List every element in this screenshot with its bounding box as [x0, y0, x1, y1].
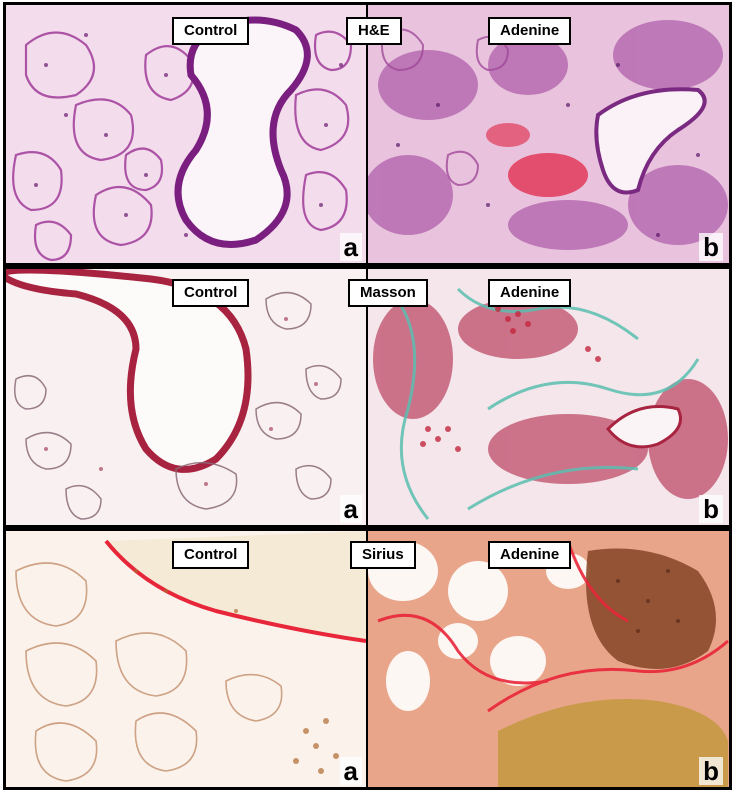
he-control-image: Control a	[6, 5, 366, 263]
masson-panel-letter-a: a	[339, 495, 362, 523]
sirius-control-image: Control a	[6, 531, 366, 787]
he-panel-letter-a: a	[339, 233, 362, 261]
sirius-panel-letter-a: a	[339, 757, 362, 785]
sirius-control-label: Control	[172, 541, 250, 569]
sirius-control-micrograph	[6, 531, 366, 787]
masson-panel-row: Control a Adenine b M	[3, 266, 732, 528]
sirius-adenine-image: Adenine b	[368, 531, 729, 787]
he-adenine-micrograph	[368, 5, 729, 263]
he-panel-letter-b: b	[699, 233, 723, 261]
he-adenine-label: Adenine	[488, 17, 572, 45]
he-control-micrograph	[6, 5, 366, 263]
he-panel-row: Control a Adenine b	[3, 2, 732, 266]
masson-stain-label: Masson	[348, 279, 428, 307]
he-adenine-image: Adenine b	[368, 5, 729, 263]
sirius-adenine-micrograph	[368, 531, 729, 787]
masson-adenine-label: Adenine	[488, 279, 572, 307]
masson-panel-letter-b: b	[699, 495, 723, 523]
masson-control-label: Control	[172, 279, 250, 307]
he-control-label: Control	[172, 17, 250, 45]
sirius-panel-row: Control a Adenine b Sirius	[3, 528, 732, 790]
sirius-panel-letter-b: b	[699, 757, 723, 785]
masson-adenine-micrograph	[368, 269, 729, 525]
masson-control-image: Control a	[6, 269, 366, 525]
masson-control-micrograph	[6, 269, 366, 525]
he-stain-label: H&E	[346, 17, 402, 45]
masson-adenine-image: Adenine b	[368, 269, 729, 525]
sirius-stain-label: Sirius	[350, 541, 416, 569]
sirius-adenine-label: Adenine	[488, 541, 572, 569]
